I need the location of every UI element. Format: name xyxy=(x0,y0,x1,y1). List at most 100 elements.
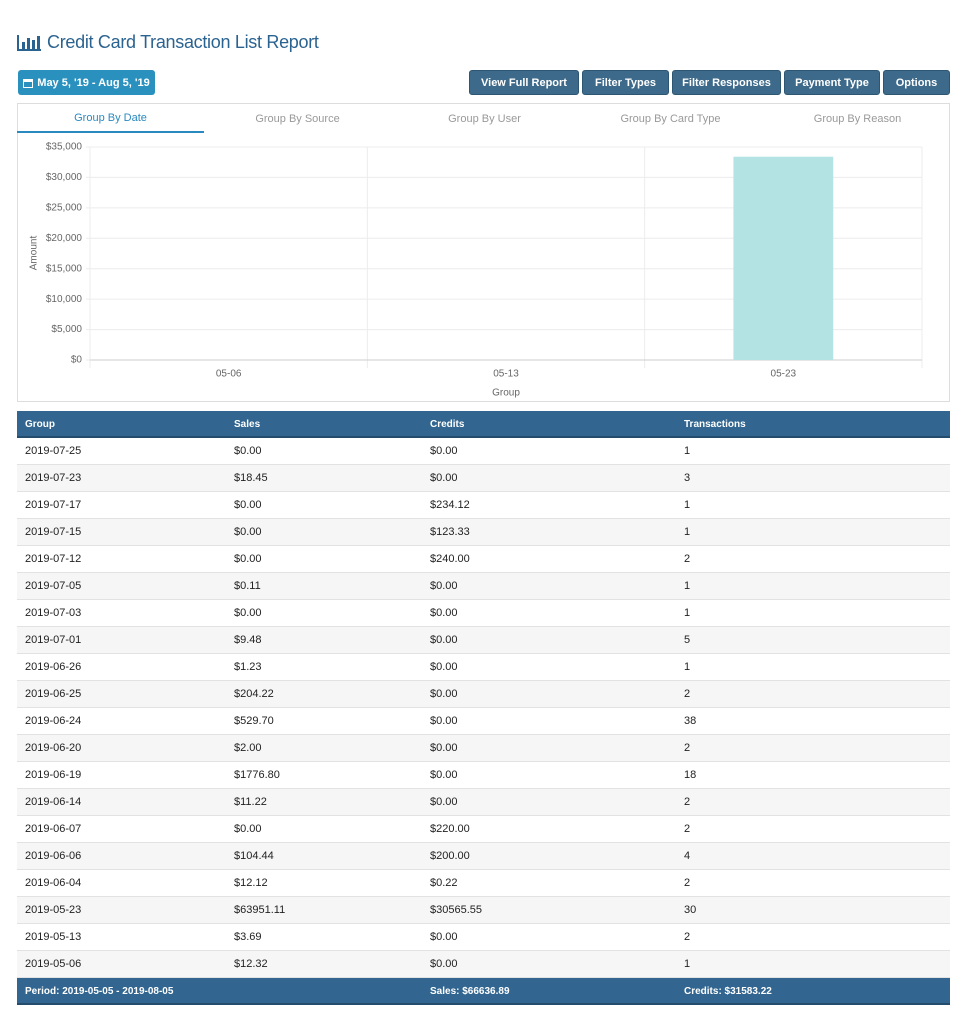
view-full-report-button[interactable]: View Full Report xyxy=(469,70,579,95)
cell: $1776.80 xyxy=(234,769,280,781)
table-row: 2019-07-12 $0.00 $240.00 2 xyxy=(17,546,950,573)
table-row: 2019-07-15 $0.00 $123.33 1 xyxy=(17,519,950,546)
y-tick-label: $10,000 xyxy=(46,294,83,305)
tab[interactable]: Group By Reason xyxy=(813,112,902,125)
bar xyxy=(733,156,834,360)
table-footer: Period: 2019-05-05 - 2019-08-05 Sales: $6… xyxy=(17,978,950,1005)
cell: 3 xyxy=(684,472,691,484)
cell: 2 xyxy=(684,877,691,889)
table-row: 2019-07-01 $9.48 $0.00 5 xyxy=(17,627,950,654)
date-range: May 5, '19 - Aug 5, '19 xyxy=(37,76,150,89)
table-row: 2019-07-05 $0.11 $0.00 1 xyxy=(17,573,950,600)
cell: $0.00 xyxy=(430,769,458,781)
cell: 2 xyxy=(684,742,691,754)
cell: $104.44 xyxy=(234,850,274,862)
cell: 1 xyxy=(684,499,691,511)
cell: 2019-07-12 xyxy=(25,553,82,565)
button-label: View Full Report xyxy=(481,76,567,89)
cell: 2 xyxy=(684,553,691,565)
cell: $200.00 xyxy=(430,850,470,862)
cell: $0.00 xyxy=(430,796,458,808)
cell: 1 xyxy=(684,661,691,673)
button-label: Payment Type xyxy=(795,76,869,89)
table-row: 2019-07-17 $0.00 $234.12 1 xyxy=(17,492,950,519)
cell: $0.22 xyxy=(430,877,458,889)
cell: $11.22 xyxy=(234,796,267,808)
cell: 2019-05-13 xyxy=(25,931,82,943)
table: Group Sales Credits Transactions 2019-07-25 $… xyxy=(17,411,950,1005)
cell: Period: 2019-05-05 - 2019-08-05 xyxy=(25,986,174,997)
cell: Sales xyxy=(234,419,261,430)
table-row: 2019-05-13 $3.69 $0.00 2 xyxy=(17,924,950,951)
cell: Sales: $66636.89 xyxy=(430,986,510,997)
table-row: 2019-06-26 $1.23 $0.00 1 xyxy=(17,654,950,681)
table-header: Group Sales Credits Transactions xyxy=(17,411,950,438)
date-range-button[interactable]: May 5, '19 - Aug 5, '19 xyxy=(18,70,155,95)
cell: $3.69 xyxy=(234,931,262,943)
cell: $0.00 xyxy=(234,526,262,538)
cell: Transactions xyxy=(684,419,746,430)
cell: $9.48 xyxy=(234,634,262,646)
table-row: 2019-05-06 $12.32 $0.00 1 xyxy=(17,951,950,978)
cell: 2019-06-24 xyxy=(25,715,82,727)
table-row: 2019-06-20 $2.00 $0.00 2 xyxy=(17,735,950,762)
tab[interactable]: Group By Card Type xyxy=(620,112,721,125)
cell: 2019-07-03 xyxy=(25,607,82,619)
cell: 2019-05-23 xyxy=(25,904,82,916)
cell: $0.00 xyxy=(430,742,458,754)
x-tick-label: 05-13 xyxy=(493,369,519,380)
options-button[interactable]: Options xyxy=(883,70,950,95)
cell: $0.00 xyxy=(430,580,458,592)
cell: $12.32 xyxy=(234,958,268,970)
y-tick-label: $5,000 xyxy=(51,324,82,335)
cell: 2019-06-06 xyxy=(25,850,82,862)
chart-panel xyxy=(17,103,950,402)
cell: 2 xyxy=(684,931,691,943)
cell: $0.00 xyxy=(430,688,458,700)
filter-responses-button[interactable]: Filter Responses xyxy=(672,70,781,95)
y-tick-label: $15,000 xyxy=(46,263,83,274)
title-text: Credit Card Transaction List Report xyxy=(47,32,319,52)
cell: $2.00 xyxy=(234,742,262,754)
tab[interactable]: Group By User xyxy=(448,112,521,125)
table-row: 2019-06-04 $12.12 $0.22 2 xyxy=(17,870,950,897)
cell: $0.00 xyxy=(430,472,458,484)
cell: $18.45 xyxy=(234,472,268,484)
cell: 2019-06-26 xyxy=(25,661,82,673)
cell: $0.00 xyxy=(234,607,262,619)
cell: 1 xyxy=(684,445,691,457)
table-row: 2019-07-25 $0.00 $0.00 1 xyxy=(17,438,950,465)
tab[interactable]: Group By Source xyxy=(255,112,340,125)
cell: $234.12 xyxy=(430,499,470,511)
cell: 2019-07-25 xyxy=(25,445,82,457)
table-row: 2019-06-06 $104.44 $200.00 4 xyxy=(17,843,950,870)
tab[interactable]: Group By Date xyxy=(17,104,204,133)
cell: $0.00 xyxy=(430,931,458,943)
cell: 1 xyxy=(684,526,691,538)
cell: 2019-07-01 xyxy=(25,634,82,646)
page-title: Credit Card Transaction List Report xyxy=(17,32,319,53)
cell: $0.00 xyxy=(430,445,458,457)
cell: $0.00 xyxy=(430,958,458,970)
x-tick-label: 05-06 xyxy=(216,369,242,380)
cell: $123.33 xyxy=(430,526,470,538)
y-tick-label: $35,000 xyxy=(46,142,83,153)
cell: $0.00 xyxy=(234,499,262,511)
button-label: Filter Responses xyxy=(682,76,771,89)
cell: $30565.55 xyxy=(430,904,482,916)
cell: 2 xyxy=(684,688,691,700)
cell: 2019-06-19 xyxy=(25,769,82,781)
cell: 2 xyxy=(684,823,691,835)
cell: $1.23 xyxy=(234,661,262,673)
payment-type-button[interactable]: Payment Type xyxy=(784,70,880,95)
cell: Credits xyxy=(430,419,465,430)
filter-types-button[interactable]: Filter Types xyxy=(582,70,669,95)
cell: 2019-06-20 xyxy=(25,742,82,754)
cell: 2019-06-04 xyxy=(25,877,82,889)
y-axis-label: Amount xyxy=(29,236,40,271)
table-row: 2019-07-23 $18.45 $0.00 3 xyxy=(17,465,950,492)
table-row: 2019-05-23 $63951.11 $30565.55 30 xyxy=(17,897,950,924)
cell: 2019-06-14 xyxy=(25,796,82,808)
y-tick-label: $25,000 xyxy=(46,202,83,213)
